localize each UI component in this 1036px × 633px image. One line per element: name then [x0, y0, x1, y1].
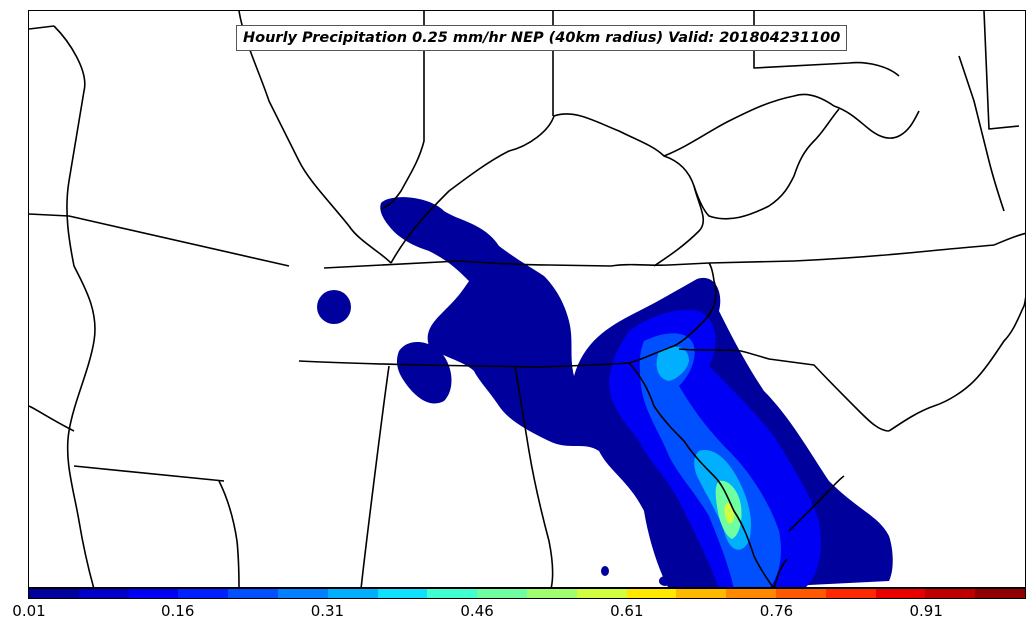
- precipitation-map: [29, 11, 1025, 587]
- colorbar-tick-label: 0.91: [909, 602, 943, 620]
- border-ohio-river: [390, 113, 704, 267]
- colorbar-swatch: [576, 589, 627, 598]
- colorbar-swatch: [228, 589, 278, 598]
- coastline-chesapeake: [958, 55, 1005, 212]
- colorbar-tick-label: 0.46: [460, 602, 494, 620]
- border-mississippi-river: [53, 25, 96, 587]
- colorbar-swatch: [726, 589, 776, 598]
- colorbar-swatch: [277, 589, 328, 598]
- colorbar-swatch: [526, 589, 577, 598]
- border-missouri-iowa: [29, 25, 55, 30]
- colorbar-swatch: [875, 589, 926, 598]
- border-sc-coast: [788, 475, 845, 532]
- border-nc-sc: [678, 348, 890, 432]
- border-tennessee-nc: [628, 262, 717, 364]
- border-wv-va: [663, 93, 920, 157]
- border-indiana-ohio: [380, 11, 425, 210]
- precip-region-small-circle: [317, 290, 351, 324]
- border-mississippi-alabama: [360, 365, 390, 587]
- colorbar-tick-label: 0.16: [160, 602, 195, 620]
- colorbar-swatch: [29, 589, 79, 598]
- border-delaware: [983, 11, 1020, 130]
- colorbar-swatch: [427, 589, 478, 598]
- map-panel: Hourly Precipitation 0.25 mm/hr NEP (40k…: [28, 10, 1026, 588]
- colorbar-swatch: [775, 589, 826, 598]
- precip-speck: [601, 513, 875, 586]
- map-title: Hourly Precipitation 0.25 mm/hr NEP (40k…: [236, 25, 848, 51]
- colorbar-tick-label: 0.01: [12, 602, 46, 620]
- border-georgia-sc: [628, 362, 774, 587]
- colorbar-tick-label: 0.61: [610, 602, 644, 620]
- colorbar-tick-label: 0.31: [310, 602, 345, 620]
- colorbar-swatch: [676, 589, 727, 598]
- colorbar-swatch: [975, 589, 1025, 598]
- border-alabama-georgia: [514, 365, 554, 587]
- colorbar-swatch: [477, 589, 527, 598]
- colorbar: [28, 588, 1026, 599]
- precip-region-alabama: [396, 341, 452, 404]
- state-borders: [29, 11, 1025, 587]
- border-tennessee-south: [298, 360, 630, 368]
- border-oklahoma: [29, 405, 75, 432]
- border-arkansas-louisiana: [73, 465, 225, 482]
- border-missouri-arkansas: [29, 213, 290, 267]
- colorbar-swatch: [128, 589, 179, 598]
- border-georgia-florida-coast: [773, 558, 788, 587]
- colorbar-swatch: [178, 589, 229, 598]
- border-wv-northern: [693, 108, 840, 220]
- coastline-nc: [888, 297, 1025, 432]
- border-kentucky-tennessee: [323, 260, 710, 269]
- colorbar-tick-label: 0.76: [759, 602, 794, 620]
- border-virginia-coast: [993, 232, 1025, 246]
- colorbar-swatch: [327, 589, 378, 598]
- border-virginia-nc: [708, 244, 995, 264]
- border-maryland: [753, 11, 900, 77]
- colorbar-tick-labels: 0.01 0.16 0.31 0.46 0.61 0.76 0.91: [0, 602, 1036, 624]
- border-illinois-indiana: [238, 11, 392, 264]
- border-mississippi-east: [218, 480, 240, 587]
- precipitation-shading: [317, 197, 893, 587]
- colorbar-swatch: [377, 589, 428, 598]
- colorbar-swatch: [925, 589, 976, 598]
- colorbar-swatch: [78, 589, 129, 598]
- colorbar-swatch: [626, 589, 677, 598]
- colorbar-swatch: [825, 589, 876, 598]
